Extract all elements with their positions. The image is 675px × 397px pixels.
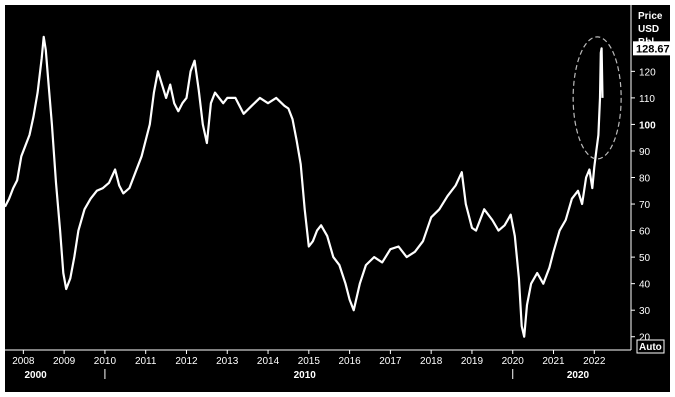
x-tick-label: 2013: [216, 356, 239, 367]
x-tick-label: 2014: [257, 356, 280, 367]
x-tick-label: 2012: [175, 356, 198, 367]
decade-label: 2000: [24, 370, 47, 381]
x-tick-label: 2020: [502, 356, 525, 367]
y-tick-label: 110: [639, 94, 655, 105]
x-tick-label: 2018: [420, 356, 443, 367]
x-tick-label: 2016: [338, 356, 361, 367]
y-tick-label: 120: [639, 67, 656, 78]
x-tick-label: 2022: [583, 356, 606, 367]
y-tick-label: 100: [639, 120, 656, 131]
x-tick-label: 2009: [53, 356, 76, 367]
auto-scale-button-label[interactable]: Auto: [639, 342, 662, 353]
y-tick-label: 20: [639, 333, 651, 344]
decade-label: 2020: [567, 370, 590, 381]
x-tick-label: 2017: [379, 356, 402, 367]
price-series-line: [5, 35, 604, 338]
x-tick-label: 2019: [461, 356, 484, 367]
y-tick-label: 90: [639, 147, 651, 158]
last-value-label: 128.67: [636, 43, 670, 55]
x-tick-label: 2021: [542, 356, 565, 367]
y-axis-ticks: 20 30 40 50 60 70 80 90 100 110 120: [631, 67, 656, 344]
auto-scale-button-box[interactable]: [636, 339, 665, 354]
auto-scale-button[interactable]: Auto: [636, 339, 665, 354]
x-tick-label: 2008: [12, 356, 35, 367]
y-tick-label: 40: [639, 280, 651, 291]
y-tick-label: 80: [639, 174, 651, 185]
x-tick-label: 2010: [94, 356, 117, 367]
x-tick-label: 2015: [298, 356, 321, 367]
last-value-badge: 128.67: [633, 41, 670, 56]
y-tick-label: 30: [639, 306, 651, 317]
x-axis-ticks: 2008 2009 2010 2011 2012 2013 2014 2015 2016 2017…: [12, 350, 606, 367]
last-value-box: [633, 41, 670, 56]
decade-labels: 2000 2010 2020: [24, 369, 590, 381]
y-tick-label: 60: [639, 227, 651, 238]
y-tick-label: 50: [639, 253, 651, 264]
y-axis-title-line: USD: [638, 24, 659, 35]
x-tick-label: 2011: [135, 356, 157, 367]
y-axis-title-line: Price: [638, 11, 663, 22]
decade-label: 2010: [294, 370, 317, 381]
spike-highlight-ellipse: [572, 36, 622, 160]
y-tick-label: 70: [639, 200, 651, 211]
